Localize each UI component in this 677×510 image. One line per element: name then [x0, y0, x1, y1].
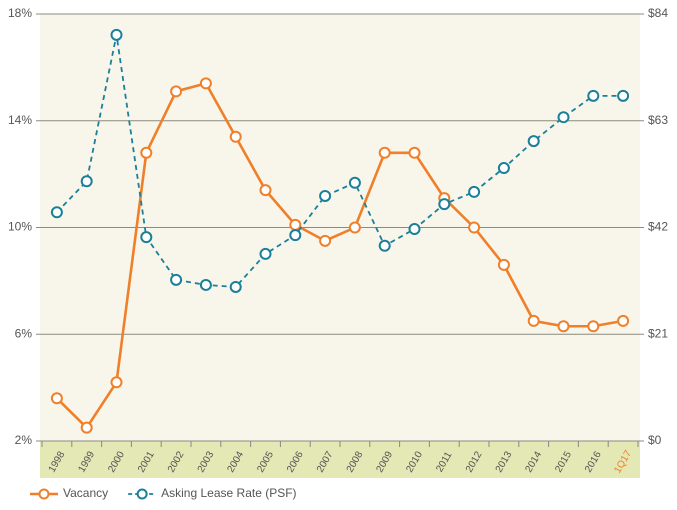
- y-tick-label: 10%: [8, 220, 32, 234]
- y2-tick-label: $0: [648, 433, 662, 447]
- point-marker: [289, 218, 302, 231]
- point-marker: [80, 421, 93, 434]
- y2-tick-label: $63: [648, 113, 668, 127]
- point-marker: [170, 273, 183, 286]
- series-line: [56, 34, 624, 288]
- point-marker: [527, 135, 540, 148]
- point-marker: [259, 247, 272, 260]
- point-marker: [110, 376, 123, 389]
- point-marker: [289, 229, 302, 242]
- point-marker: [378, 239, 391, 252]
- legend-label: Vacancy: [63, 486, 108, 500]
- point-marker: [50, 392, 63, 405]
- point-marker: [348, 221, 361, 234]
- y2-tick-label: $84: [648, 6, 668, 20]
- legend-marker: [38, 488, 50, 500]
- point-marker: [587, 89, 600, 102]
- y-tick-label: 2%: [15, 433, 33, 447]
- point-marker: [468, 185, 481, 198]
- point-marker: [110, 28, 123, 41]
- point-marker: [319, 234, 332, 247]
- point-marker: [557, 111, 570, 124]
- series-line: [55, 81, 624, 430]
- point-marker: [140, 146, 153, 159]
- point-marker: [170, 85, 183, 98]
- point-marker: [259, 184, 272, 197]
- y2-tick-label: $42: [648, 220, 668, 234]
- point-marker: [497, 162, 510, 175]
- point-marker: [199, 278, 212, 291]
- point-marker: [140, 231, 153, 244]
- point-marker: [50, 206, 63, 219]
- point-marker: [468, 221, 481, 234]
- point-marker: [408, 146, 421, 159]
- legend-marker: [136, 488, 148, 500]
- point-marker: [587, 320, 600, 333]
- point-marker: [80, 175, 93, 188]
- point-marker: [199, 77, 212, 90]
- legend-label: Asking Lease Rate (PSF): [161, 486, 296, 500]
- point-marker: [497, 258, 510, 271]
- y-tick-label: 6%: [15, 326, 33, 340]
- y-tick-label: 18%: [8, 6, 32, 20]
- point-marker: [229, 280, 242, 293]
- point-marker: [378, 146, 391, 159]
- point-marker: [527, 314, 540, 327]
- point-marker: [348, 176, 361, 189]
- point-marker: [617, 89, 630, 102]
- point-marker: [319, 189, 332, 202]
- point-marker: [617, 314, 630, 327]
- y-tick-label: 14%: [8, 113, 32, 127]
- point-marker: [408, 223, 421, 236]
- y2-tick-label: $21: [648, 326, 668, 340]
- point-marker: [557, 320, 570, 333]
- point-marker: [438, 198, 451, 211]
- x-axis-band: [40, 441, 640, 478]
- point-marker: [229, 130, 242, 143]
